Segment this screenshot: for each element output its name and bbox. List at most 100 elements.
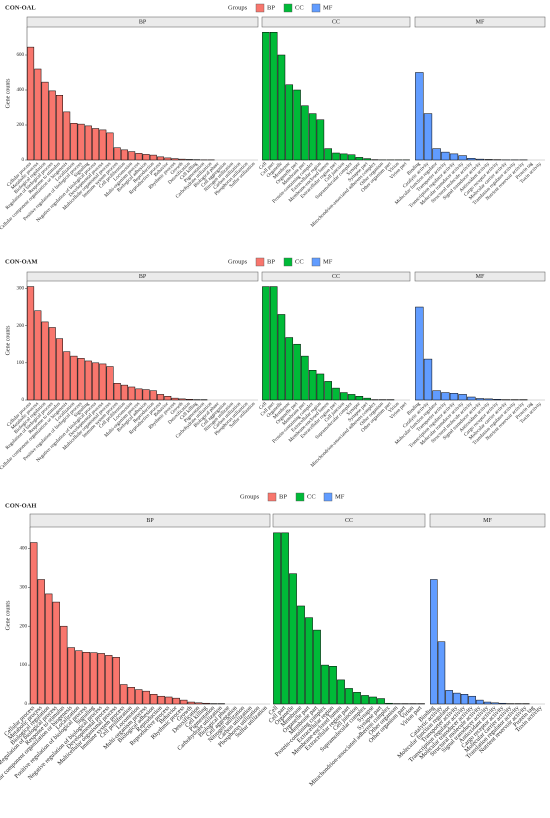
legend-label: MF bbox=[323, 258, 333, 265]
bar bbox=[491, 702, 499, 705]
bar bbox=[437, 641, 446, 705]
bar bbox=[157, 695, 165, 705]
facet-label: BP bbox=[139, 274, 147, 280]
bar bbox=[347, 394, 356, 401]
legend-label: CC bbox=[295, 258, 304, 265]
bar bbox=[142, 389, 150, 401]
bar bbox=[332, 152, 340, 161]
legend-swatch bbox=[323, 492, 333, 502]
facet-label: MF bbox=[476, 19, 485, 25]
bar bbox=[467, 396, 476, 401]
facet-strip bbox=[272, 513, 426, 528]
bar bbox=[27, 46, 35, 161]
bar bbox=[441, 151, 450, 161]
y-tick-label: 300 bbox=[20, 585, 28, 590]
bar bbox=[353, 692, 361, 705]
bar bbox=[475, 398, 485, 401]
bar bbox=[105, 655, 113, 705]
bar bbox=[377, 698, 385, 705]
bar bbox=[301, 105, 309, 161]
bar bbox=[458, 394, 467, 401]
bar bbox=[308, 113, 317, 161]
bar bbox=[157, 394, 165, 401]
bar bbox=[430, 579, 438, 705]
bar bbox=[476, 699, 484, 705]
bar bbox=[127, 687, 135, 705]
bar bbox=[337, 679, 345, 705]
y-tick-label: 200 bbox=[17, 324, 25, 329]
bar bbox=[324, 148, 332, 161]
bar bbox=[27, 286, 35, 401]
bar bbox=[70, 123, 78, 161]
bar bbox=[363, 397, 371, 401]
bar bbox=[45, 593, 53, 705]
chart-title: CON-OAL bbox=[5, 4, 36, 11]
bar bbox=[52, 601, 60, 705]
bar bbox=[149, 390, 157, 401]
legend-swatch bbox=[283, 257, 293, 267]
facet-strip bbox=[429, 513, 546, 528]
bar bbox=[445, 690, 453, 705]
bar bbox=[285, 337, 294, 401]
bar bbox=[150, 694, 158, 705]
bar bbox=[493, 399, 502, 401]
bar bbox=[332, 387, 340, 401]
bar bbox=[458, 155, 467, 161]
y-tick-label: 0 bbox=[22, 398, 25, 403]
bar bbox=[149, 154, 157, 161]
bar bbox=[113, 383, 121, 401]
y-tick-label: 600 bbox=[17, 53, 25, 58]
bar bbox=[449, 393, 459, 401]
bar bbox=[499, 702, 507, 705]
facet-label: MF bbox=[483, 518, 492, 524]
bar bbox=[180, 699, 188, 705]
bar bbox=[468, 695, 476, 705]
x-tick-label: Cell bbox=[259, 161, 269, 171]
y-tick-label: 0 bbox=[25, 702, 28, 707]
legend-swatch bbox=[267, 492, 277, 502]
bar bbox=[84, 360, 92, 401]
legend-swatch bbox=[255, 257, 265, 267]
bar bbox=[432, 390, 441, 401]
legend-label: MF bbox=[335, 493, 345, 500]
bar bbox=[453, 692, 461, 705]
legend-label: BP bbox=[267, 4, 275, 11]
bar bbox=[483, 701, 492, 705]
y-tick-label: 200 bbox=[20, 624, 28, 629]
bar bbox=[34, 310, 42, 401]
y-tick-label: 400 bbox=[17, 88, 25, 93]
legend-label: CC bbox=[307, 493, 316, 500]
bar bbox=[293, 343, 301, 401]
bar bbox=[475, 158, 485, 161]
facet-label: CC bbox=[332, 274, 340, 280]
bar bbox=[178, 158, 186, 161]
bar bbox=[41, 81, 49, 161]
bar bbox=[120, 149, 128, 161]
bar bbox=[99, 363, 107, 401]
bar bbox=[63, 351, 71, 401]
bar bbox=[305, 617, 313, 705]
bar bbox=[460, 694, 469, 705]
bar bbox=[321, 664, 329, 705]
bar bbox=[120, 384, 128, 401]
bar bbox=[273, 532, 281, 705]
bar bbox=[277, 314, 286, 401]
bar bbox=[269, 32, 278, 161]
legend-label: CC bbox=[295, 4, 304, 11]
bar bbox=[106, 366, 114, 401]
bar bbox=[340, 153, 348, 161]
bar bbox=[340, 392, 348, 401]
y-tick-label: 300 bbox=[17, 287, 25, 292]
bar bbox=[415, 72, 424, 161]
bar bbox=[187, 701, 195, 705]
bar bbox=[178, 398, 186, 401]
bar bbox=[369, 696, 377, 705]
bar bbox=[345, 688, 353, 705]
bar bbox=[329, 666, 337, 705]
bar bbox=[142, 690, 150, 705]
bar bbox=[135, 388, 143, 401]
facet-strip bbox=[29, 513, 271, 528]
legend-swatch bbox=[283, 3, 293, 13]
bar bbox=[171, 397, 179, 401]
